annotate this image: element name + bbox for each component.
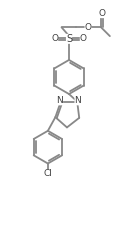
Text: S: S — [66, 34, 72, 44]
Text: N: N — [56, 96, 63, 105]
Text: Cl: Cl — [43, 169, 52, 178]
Text: O: O — [80, 34, 87, 43]
Text: N: N — [75, 96, 81, 105]
Text: O: O — [85, 23, 92, 32]
Text: O: O — [51, 34, 58, 43]
Text: O: O — [98, 9, 105, 18]
